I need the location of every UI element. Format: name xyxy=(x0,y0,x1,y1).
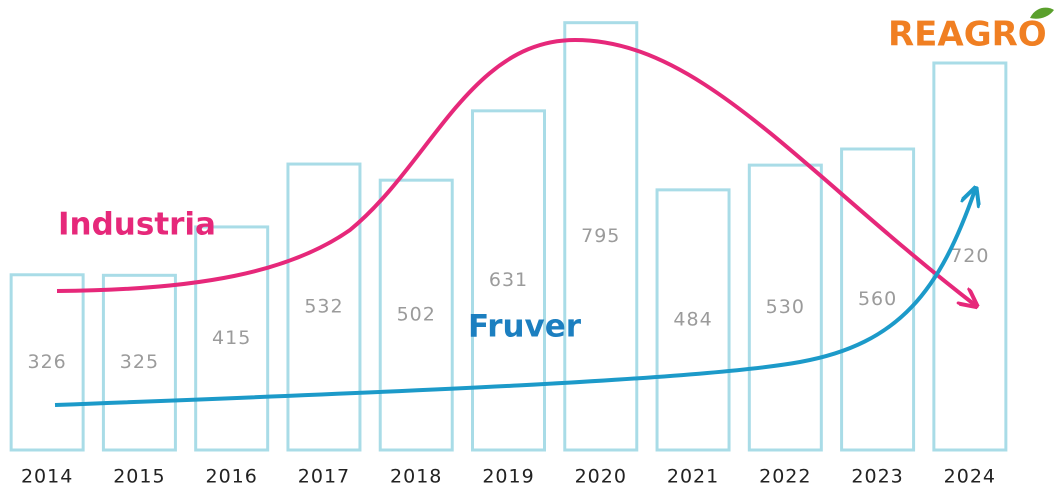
x-tick-label: 2017 xyxy=(298,466,350,488)
value-label: 415 xyxy=(212,327,251,349)
value-label: 560 xyxy=(858,288,897,310)
logo-leaf xyxy=(1030,7,1054,19)
value-label: 484 xyxy=(673,308,712,330)
bar xyxy=(9,273,85,452)
bar xyxy=(194,225,270,452)
value-label: 720 xyxy=(950,245,989,267)
x-tick-label: 2018 xyxy=(390,466,442,488)
bar xyxy=(563,21,639,452)
bar xyxy=(655,188,731,452)
x-tick-label: 2022 xyxy=(759,466,811,488)
value-label: 530 xyxy=(766,296,805,318)
fruver-curve xyxy=(54,190,975,407)
x-tick-label: 2024 xyxy=(944,466,996,488)
value-label: 326 xyxy=(28,351,67,373)
bar xyxy=(471,109,546,452)
x-tick-label: 2023 xyxy=(851,466,903,488)
x-tick-label: 2020 xyxy=(575,466,627,488)
value-label: 502 xyxy=(397,304,436,326)
bar xyxy=(101,273,177,452)
bars: 326 325 415 532 502 631 795 484 530 560 720 xyxy=(9,21,1008,452)
fruver-label: Fruver xyxy=(468,309,582,345)
value-label: 795 xyxy=(581,225,620,247)
x-tick-label: 2016 xyxy=(206,466,258,488)
industria-curve xyxy=(56,37,975,305)
value-label: 631 xyxy=(489,269,528,291)
value-label: 325 xyxy=(120,351,159,373)
bar xyxy=(378,178,454,452)
bar xyxy=(747,163,823,452)
industria-label: Industria xyxy=(58,207,216,243)
x-tick-label: 2014 xyxy=(21,466,73,488)
x-tick-label: 2019 xyxy=(482,466,534,488)
value-label: 532 xyxy=(304,296,343,318)
bar xyxy=(932,61,1008,452)
logo: REAGRO xyxy=(888,15,1047,55)
x-tick-label: 2021 xyxy=(667,466,719,488)
bar xyxy=(840,147,916,452)
x-tick-label: 2015 xyxy=(113,466,165,488)
bar xyxy=(286,162,362,452)
